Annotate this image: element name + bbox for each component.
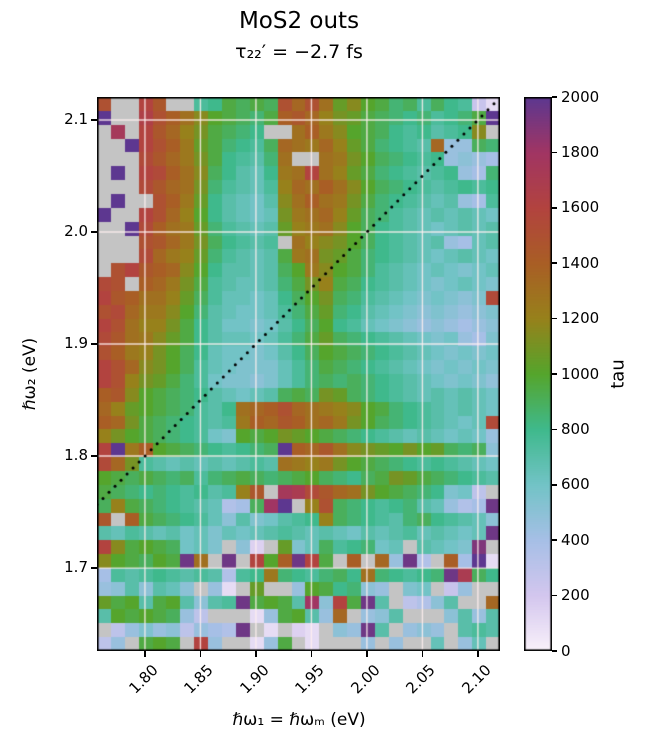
y-axis-label: ℏω₂ (eV): [20, 337, 40, 411]
x-tick-mark: [310, 651, 313, 657]
colorbar-tick-label: 1600: [561, 198, 600, 217]
y-tick-label: 1.8: [64, 446, 88, 465]
colorbar-label: tau: [607, 359, 629, 389]
colorbar: [524, 97, 552, 651]
x-tick-label: 2.00: [347, 661, 384, 698]
colorbar-tick-mark: [552, 650, 557, 652]
colorbar-tick-mark: [552, 484, 557, 486]
colorbar-tick-mark: [552, 373, 557, 375]
x-tick-mark: [477, 651, 479, 657]
x-tick-mark: [421, 651, 424, 657]
x-tick-label: 2.10: [458, 661, 495, 698]
x-tick-mark: [144, 651, 146, 657]
y-tick-mark: [91, 455, 97, 457]
colorbar-tick-label: 800: [561, 419, 590, 438]
x-tick-label: 1.85: [180, 661, 218, 698]
y-tick-mark: [91, 567, 97, 569]
colorbar-tick-mark: [552, 317, 557, 320]
x-tick-mark: [199, 651, 202, 657]
chart-subtitle: τ₂₂′ = −2.7 fs: [235, 41, 363, 63]
colorbar-tick-mark: [552, 151, 557, 154]
colorbar-tick-label: 2000: [561, 87, 600, 106]
colorbar-gradient: [524, 97, 552, 651]
colorbar-tick-label: 0: [561, 641, 571, 660]
chart-title: MoS2 outs: [238, 8, 360, 34]
colorbar-tick-mark: [552, 594, 557, 597]
y-tick-label: 1.7: [64, 558, 88, 577]
colorbar-tick-label: 600: [561, 475, 590, 494]
y-tick-label: 1.9: [64, 334, 88, 353]
x-tick-mark: [366, 651, 368, 657]
colorbar-tick-mark: [552, 207, 557, 209]
y-tick-mark: [91, 231, 97, 233]
colorbar-tick-label: 400: [561, 530, 590, 549]
colorbar-tick-label: 1000: [561, 364, 600, 383]
x-tick-label: 1.95: [291, 661, 329, 698]
colorbar-tick-mark: [552, 539, 557, 541]
y-tick-mark: [91, 343, 97, 345]
colorbar-tick-label: 1800: [561, 142, 600, 161]
colorbar-tick-mark: [552, 428, 557, 431]
colorbar-tick-mark: [552, 96, 557, 98]
x-axis-label: ℏω₁ = ℏωₘ (eV): [232, 710, 366, 730]
colorbar-tick-label: 1200: [561, 309, 600, 328]
colorbar-tick-label: 1400: [561, 253, 600, 272]
x-tick-label: 2.05: [402, 661, 440, 698]
y-tick-label: 2.1: [64, 109, 88, 128]
x-tick-mark: [255, 651, 257, 657]
x-tick-label: 1.90: [236, 661, 273, 698]
colorbar-tick-mark: [552, 262, 557, 264]
heatmap-plot-area: [97, 97, 500, 651]
y-tick-mark: [91, 119, 97, 121]
y-tick-label: 2.0: [64, 221, 88, 240]
colorbar-tick-label: 200: [561, 586, 590, 605]
heatmap-canvas: [97, 97, 500, 651]
x-tick-label: 1.80: [125, 661, 162, 698]
